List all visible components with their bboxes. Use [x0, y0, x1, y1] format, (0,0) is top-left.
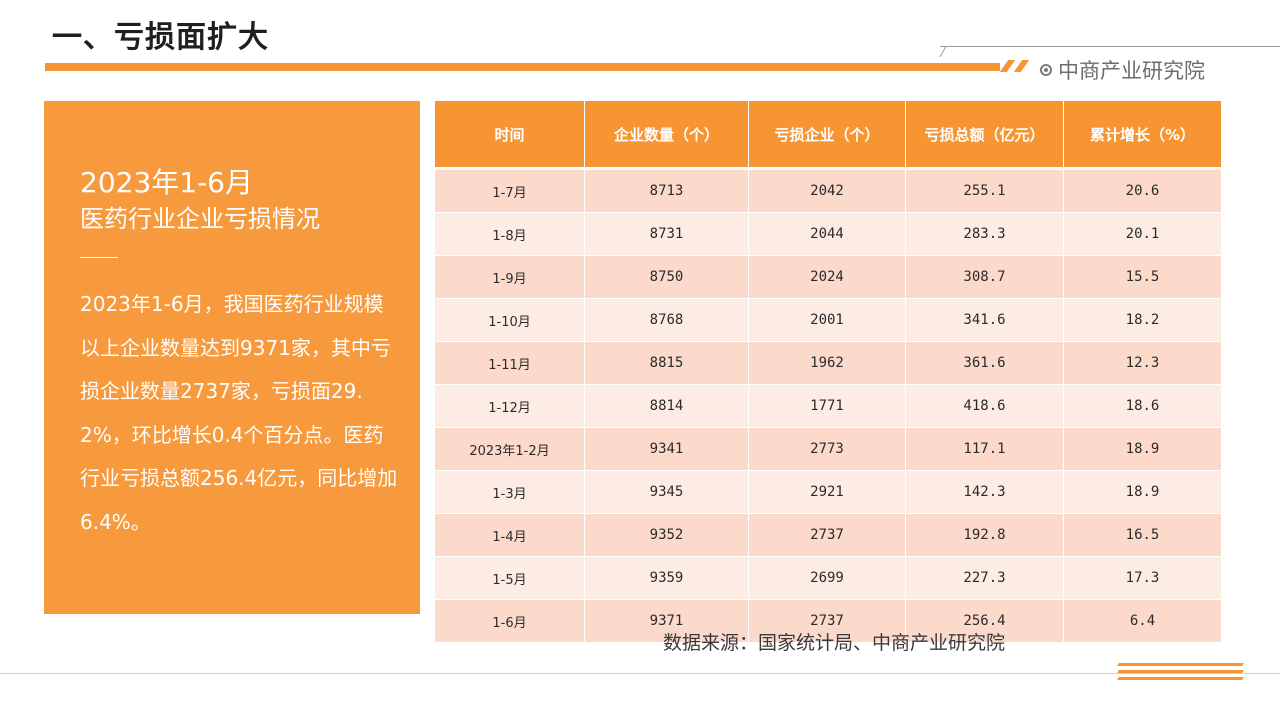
- table-cell-value: 227.3: [906, 556, 1064, 599]
- table-cell-period: 1-4月: [435, 513, 585, 556]
- table-cell-value: 2044: [749, 212, 906, 255]
- summary-divider: [80, 257, 118, 258]
- table-cell-value: 8750: [585, 255, 749, 298]
- table-cell-value: 2042: [749, 167, 906, 212]
- table-cell-period: 2023年1-2月: [435, 427, 585, 470]
- table-cell-value: 17.3: [1064, 556, 1221, 599]
- footer-accent-stripes: [1117, 663, 1244, 683]
- table-cell-period: 1-3月: [435, 470, 585, 513]
- table-row: 1-4月 9352 2737 192.8 16.5: [435, 513, 1221, 556]
- table-cell-period: 1-5月: [435, 556, 585, 599]
- loss-data-table: 时间 企业数量（个） 亏损企业（个） 亏损总额（亿元） 累计增长（%） 1-7月 8713…: [435, 101, 1221, 642]
- table-cell-value: 2024: [749, 255, 906, 298]
- brand-name: 中商产业研究院: [1058, 59, 1205, 83]
- header-divider: [940, 46, 1280, 47]
- header-accent-stripes: [999, 60, 1032, 74]
- table-cell-value: 12.3: [1064, 341, 1221, 384]
- page-title: 一、亏损面扩大: [52, 20, 269, 55]
- table-header-cell: 时间: [435, 101, 585, 167]
- table-cell-value: 9371: [585, 599, 749, 642]
- table-cell-period: 1-8月: [435, 212, 585, 255]
- table-row: 1-5月 9359 2699 227.3 17.3: [435, 556, 1221, 599]
- table-row: 1-12月 8814 1771 418.6 18.6: [435, 384, 1221, 427]
- summary-panel: 2023年1-6月 医药行业企业亏损情况 2023年1-6月，我国医药行业规模以…: [44, 101, 420, 614]
- table-cell-value: 9352: [585, 513, 749, 556]
- table-row: 1-3月 9345 2921 142.3 18.9: [435, 470, 1221, 513]
- table-cell-value: 20.1: [1064, 212, 1221, 255]
- header-divider-slant: [939, 46, 947, 58]
- table-header-cell: 累计增长（%）: [1064, 101, 1221, 167]
- table-row: 1-10月 8768 2001 341.6 18.2: [435, 298, 1221, 341]
- table-cell-value: 8768: [585, 298, 749, 341]
- table-cell-period: 1-10月: [435, 298, 585, 341]
- table-cell-value: 192.8: [906, 513, 1064, 556]
- table-cell-value: 20.6: [1064, 167, 1221, 212]
- table-cell-value: 18.2: [1064, 298, 1221, 341]
- table-cell-value: 2737: [749, 599, 906, 642]
- table-cell-value: 256.4: [906, 599, 1064, 642]
- table-row: 1-8月 8731 2044 283.3 20.1: [435, 212, 1221, 255]
- table-cell-value: 8814: [585, 384, 749, 427]
- table-row: 1-7月 8713 2042 255.1 20.6: [435, 167, 1221, 212]
- table-cell-value: 8815: [585, 341, 749, 384]
- table-cell-value: 361.6: [906, 341, 1064, 384]
- table-row: 2023年1-2月 9341 2773 117.1 18.9: [435, 427, 1221, 470]
- table-cell-value: 2699: [749, 556, 906, 599]
- table-cell-value: 9341: [585, 427, 749, 470]
- table-cell-value: 9345: [585, 470, 749, 513]
- table-header-cell: 企业数量（个）: [585, 101, 749, 167]
- table-cell-period: 1-7月: [435, 167, 585, 212]
- summary-title-topic: 医药行业企业亏损情况: [80, 205, 320, 233]
- table-header-row: 时间 企业数量（个） 亏损企业（个） 亏损总额（亿元） 累计增长（%）: [435, 101, 1221, 167]
- table-cell-period: 1-6月: [435, 599, 585, 642]
- table-cell-value: 2921: [749, 470, 906, 513]
- table-cell-period: 1-12月: [435, 384, 585, 427]
- table-cell-value: 6.4: [1064, 599, 1221, 642]
- table-cell-value: 15.5: [1064, 255, 1221, 298]
- table-cell-value: 255.1: [906, 167, 1064, 212]
- table-cell-value: 18.6: [1064, 384, 1221, 427]
- table-cell-period: 1-11月: [435, 341, 585, 384]
- table-header-cell: 亏损总额（亿元）: [906, 101, 1064, 167]
- table-row: 1-11月 8815 1962 361.6 12.3: [435, 341, 1221, 384]
- summary-body-text: 2023年1-6月，我国医药行业规模以上企业数量达到9371家，其中亏损企业数量…: [80, 292, 398, 534]
- target-icon: [1040, 64, 1052, 76]
- header-accent-bar: [45, 63, 1000, 71]
- table-cell-value: 16.5: [1064, 513, 1221, 556]
- table-cell-value: 341.6: [906, 298, 1064, 341]
- table-cell-value: 283.3: [906, 212, 1064, 255]
- table-cell-value: 9359: [585, 556, 749, 599]
- loss-data-table-container: 时间 企业数量（个） 亏损企业（个） 亏损总额（亿元） 累计增长（%） 1-7月 8713…: [435, 101, 1221, 642]
- table-row: 1-6月 9371 2737 256.4 6.4: [435, 599, 1221, 642]
- table-cell-value: 8713: [585, 167, 749, 212]
- table-body: 1-7月 8713 2042 255.1 20.6 1-8月 8731 2044 283.3 20…: [435, 167, 1221, 642]
- table-cell-value: 2773: [749, 427, 906, 470]
- data-source-note: 数据来源：国家统计局、中商产业研究院: [663, 632, 1006, 654]
- table-cell-value: 418.6: [906, 384, 1064, 427]
- table-cell-value: 308.7: [906, 255, 1064, 298]
- table-cell-period: 1-9月: [435, 255, 585, 298]
- brand-logo: 中商产业研究院: [1040, 55, 1205, 85]
- summary-title-period: 2023年1-6月: [80, 166, 253, 199]
- table-cell-value: 1771: [749, 384, 906, 427]
- table-cell-value: 142.3: [906, 470, 1064, 513]
- table-cell-value: 2001: [749, 298, 906, 341]
- table-header-cell: 亏损企业（个）: [749, 101, 906, 167]
- table-cell-value: 18.9: [1064, 427, 1221, 470]
- table-cell-value: 8731: [585, 212, 749, 255]
- table-cell-value: 1962: [749, 341, 906, 384]
- table-row: 1-9月 8750 2024 308.7 15.5: [435, 255, 1221, 298]
- table-cell-value: 18.9: [1064, 470, 1221, 513]
- table-cell-value: 117.1: [906, 427, 1064, 470]
- footer-divider: [0, 673, 1280, 674]
- table-cell-value: 2737: [749, 513, 906, 556]
